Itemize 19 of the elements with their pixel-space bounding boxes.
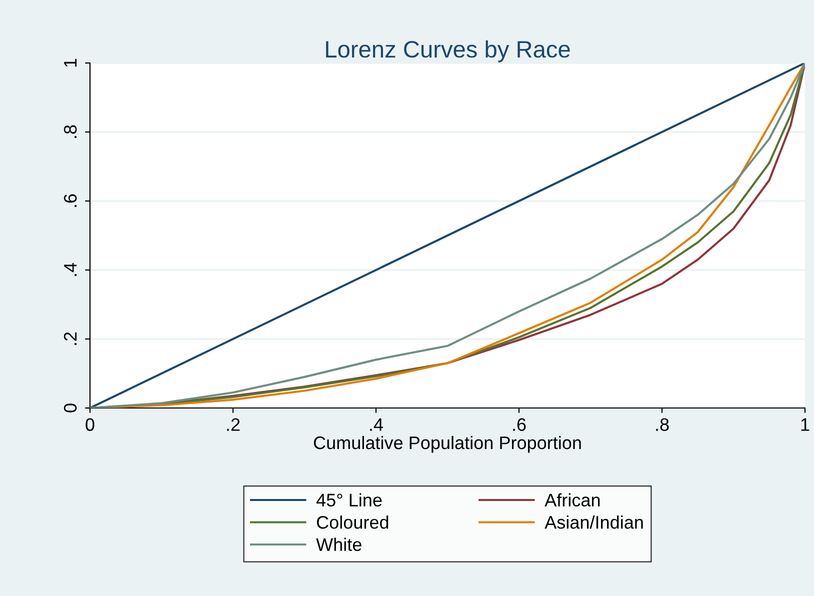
y-tick-label: .2 xyxy=(64,332,77,345)
legend-label: Asian/Indian xyxy=(544,516,643,529)
x-tick-label: 1 xyxy=(801,418,810,431)
y-tick-label: 0 xyxy=(64,404,77,412)
x-tick-label: .2 xyxy=(227,418,240,431)
x-tick-label: .4 xyxy=(370,418,383,431)
legend-label: White xyxy=(316,538,362,552)
y-tick-label: .4 xyxy=(64,263,77,276)
chart-title: Lorenz Curves by Race xyxy=(326,40,570,62)
legend-label: African xyxy=(544,493,600,507)
y-tick-label: 1 xyxy=(64,58,77,67)
legend-label: Coloured xyxy=(316,516,388,529)
y-tick-label: .6 xyxy=(64,194,77,207)
x-axis-title: Cumulative Population Proportion xyxy=(314,436,581,453)
x-tick-label: .8 xyxy=(656,418,669,431)
x-tick-label: 0 xyxy=(86,418,94,431)
x-tick-label: .6 xyxy=(513,418,526,431)
legend-label: 45° Line xyxy=(316,493,382,507)
y-tick-label: .8 xyxy=(64,125,77,138)
